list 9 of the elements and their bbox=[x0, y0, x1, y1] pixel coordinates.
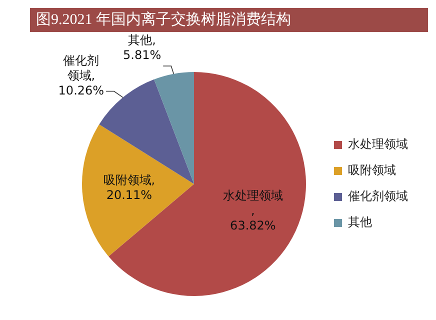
data-label: 水处理领域, 63.82% bbox=[222, 188, 283, 232]
legend-label: 催化剂领域 bbox=[348, 189, 408, 204]
data-label: 催化剂领域, 10.26% bbox=[58, 53, 104, 98]
data-label: 吸附领域, 20.11% bbox=[103, 173, 156, 202]
chart-title: 图9.2021 年国内离子交换树脂消费结构 bbox=[30, 8, 428, 32]
legend-label: 吸附领域 bbox=[348, 163, 396, 178]
data-label: 其他, 5.81% bbox=[123, 33, 162, 62]
legend-label: 其他 bbox=[348, 215, 372, 230]
legend-label: 水处理领域 bbox=[348, 137, 408, 152]
